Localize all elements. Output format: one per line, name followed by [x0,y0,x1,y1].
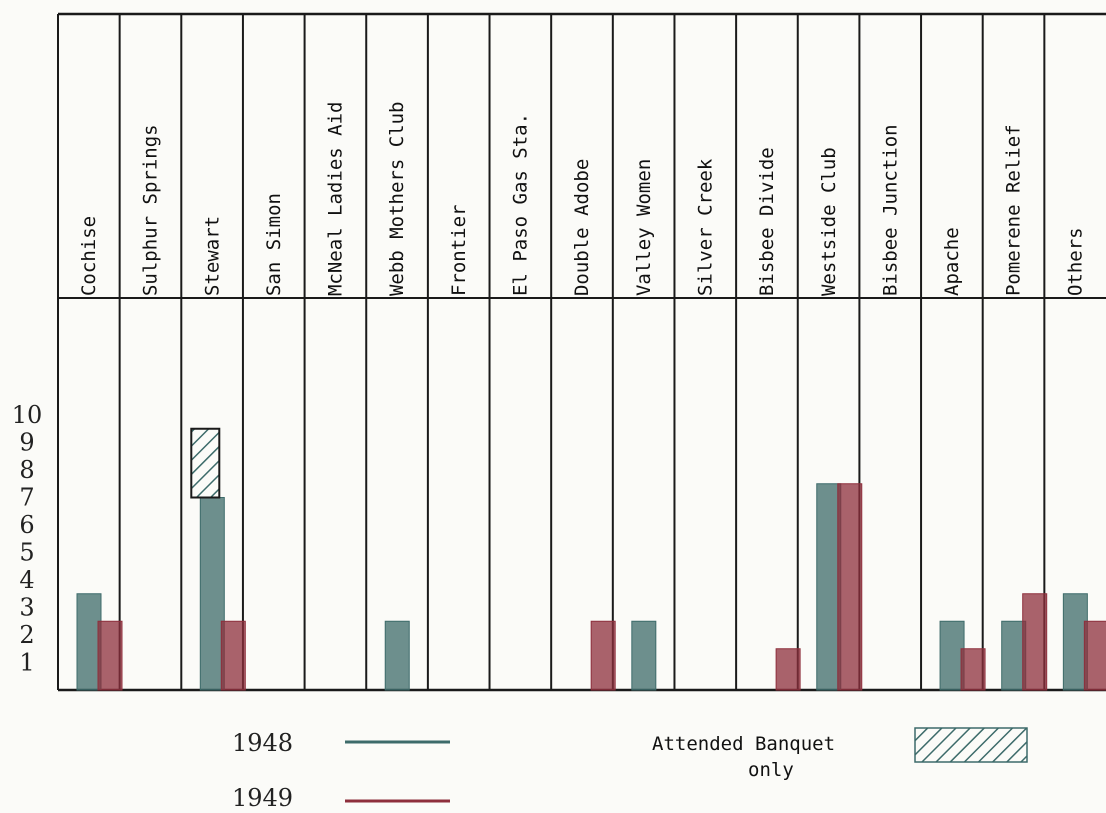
bar-1949 [1083,620,1106,691]
category-labels: Cochise Sulphur Springs Stewart San Simon Mc… [78,102,1086,296]
y-tick-label: 2 [19,621,34,649]
category-label: Valley Women [633,159,655,296]
bar-1949 [837,483,863,691]
bar-1949 [775,648,801,691]
category-label: Webb Mothers Club [386,102,408,296]
bar-1948 [76,593,102,691]
y-tick-label: 10 [12,401,43,429]
y-tick-label: 8 [19,456,34,484]
bars [76,427,1106,691]
category-label: Sulphur Springs [140,124,162,296]
category-label: McNeal Ladies Aid [325,102,347,296]
y-tick-label: 3 [19,594,34,622]
category-label: San Simon [263,193,285,296]
category-label: Pomerene Relief [1003,124,1025,296]
category-label: Double Adobe [571,159,593,296]
category-label: Cochise [78,216,100,296]
bar-1949 [220,620,246,691]
category-label: Others [1064,227,1086,296]
legend: 1948 1949 Attended Banquet only [232,727,1028,812]
bar-1949 [1022,593,1048,691]
y-tick-label: 5 [19,539,34,567]
category-label: Frontier [448,204,470,296]
y-tick-label: 9 [19,429,34,457]
y-tick-label: 6 [19,511,34,539]
bar-1949 [960,648,986,691]
bar-banquet-only [190,427,221,499]
category-label: Bisbee Divide [756,147,778,296]
category-label: Silver Creek [694,158,716,296]
y-tick-label: 7 [19,484,34,512]
bar-1949 [97,620,123,691]
legend-label-1948: 1948 [232,729,293,757]
category-label: Bisbee Junction [879,124,901,296]
bar-1948 [384,620,410,691]
y-tick-label: 1 [19,649,34,677]
y-tick-label: 4 [19,566,34,594]
legend-label-1949: 1949 [232,784,293,812]
category-label: Westside Club [818,147,840,296]
bar-1949 [590,620,616,691]
legend-swatch-banquet [914,727,1028,763]
bar-1948 [631,620,657,691]
category-label: El Paso Gas Sta. [510,113,532,296]
bar-1948 [1001,620,1027,691]
bar-1948 [199,497,225,691]
bar-1948 [816,483,842,691]
bar-1948 [1062,593,1088,691]
category-label: Apache [941,227,963,296]
bar-1948 [939,620,965,691]
legend-label-banquet-line1: Attended Banquet [652,733,835,755]
category-label: Stewart [201,216,223,296]
legend-label-banquet-line2: only [748,759,794,781]
